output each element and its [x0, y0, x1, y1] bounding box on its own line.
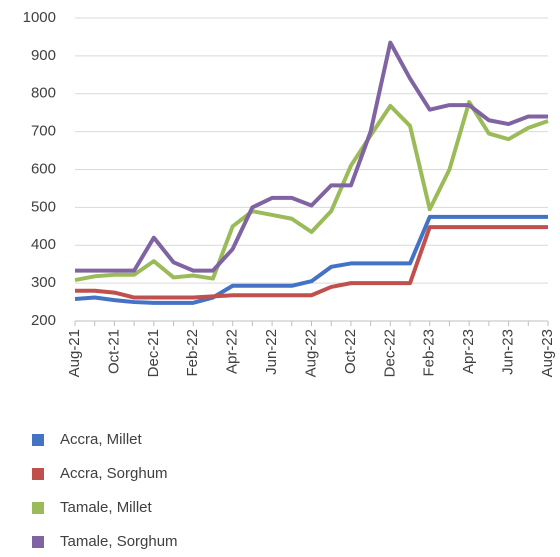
y-tick-label: 1000 — [23, 9, 56, 26]
y-tick-label: 800 — [31, 85, 56, 102]
x-tick-label: Jun-23 — [500, 329, 517, 375]
legend-label: Accra, Millet — [60, 431, 143, 448]
x-tick-label: Feb-23 — [421, 329, 438, 377]
legend-swatch — [32, 536, 44, 548]
y-tick-label: 400 — [31, 236, 56, 253]
legend-label: Tamale, Sorghum — [60, 533, 178, 550]
x-tick-label: Jun-22 — [263, 329, 280, 375]
x-tick-label: Oct-21 — [105, 329, 122, 374]
legend-swatch — [32, 468, 44, 480]
x-tick-label: Feb-22 — [184, 329, 201, 377]
series-line — [74, 214, 548, 305]
series-line — [75, 40, 548, 273]
legend-swatch — [32, 434, 44, 446]
series-line — [74, 100, 549, 283]
y-tick-label: 700 — [31, 123, 56, 140]
x-tick-label: Oct-22 — [342, 329, 359, 374]
y-tick-label: 500 — [31, 198, 56, 215]
x-tick-label: Aug-23 — [539, 329, 556, 377]
series-line — [75, 225, 548, 300]
legend-swatch — [32, 502, 44, 514]
y-tick-label: 200 — [31, 312, 56, 329]
x-tick-label: Aug-21 — [66, 329, 83, 377]
x-tick-label: Apr-23 — [460, 329, 477, 374]
y-tick-label: 300 — [31, 274, 56, 291]
legend-label: Accra, Sorghum — [60, 465, 168, 482]
x-tick-label: Apr-22 — [224, 329, 241, 374]
y-tick-label: 600 — [31, 160, 56, 177]
x-tick-label: Dec-22 — [381, 329, 398, 377]
x-tick-label: Aug-22 — [302, 329, 319, 377]
y-tick-label: 900 — [31, 47, 56, 64]
legend-label: Tamale, Millet — [60, 499, 153, 516]
x-tick-label: Dec-21 — [145, 329, 162, 377]
